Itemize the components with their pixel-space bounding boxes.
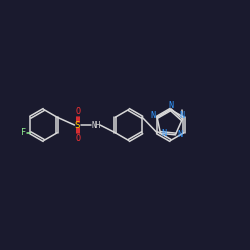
Text: S: S xyxy=(75,120,80,130)
Text: O: O xyxy=(75,107,80,116)
Text: NH: NH xyxy=(91,120,101,130)
Text: N: N xyxy=(168,101,173,110)
Text: F: F xyxy=(21,128,26,137)
Text: N: N xyxy=(177,130,182,138)
Text: N: N xyxy=(180,111,184,120)
Text: O: O xyxy=(75,134,80,143)
Text: N: N xyxy=(162,129,167,138)
Text: N: N xyxy=(150,112,155,120)
